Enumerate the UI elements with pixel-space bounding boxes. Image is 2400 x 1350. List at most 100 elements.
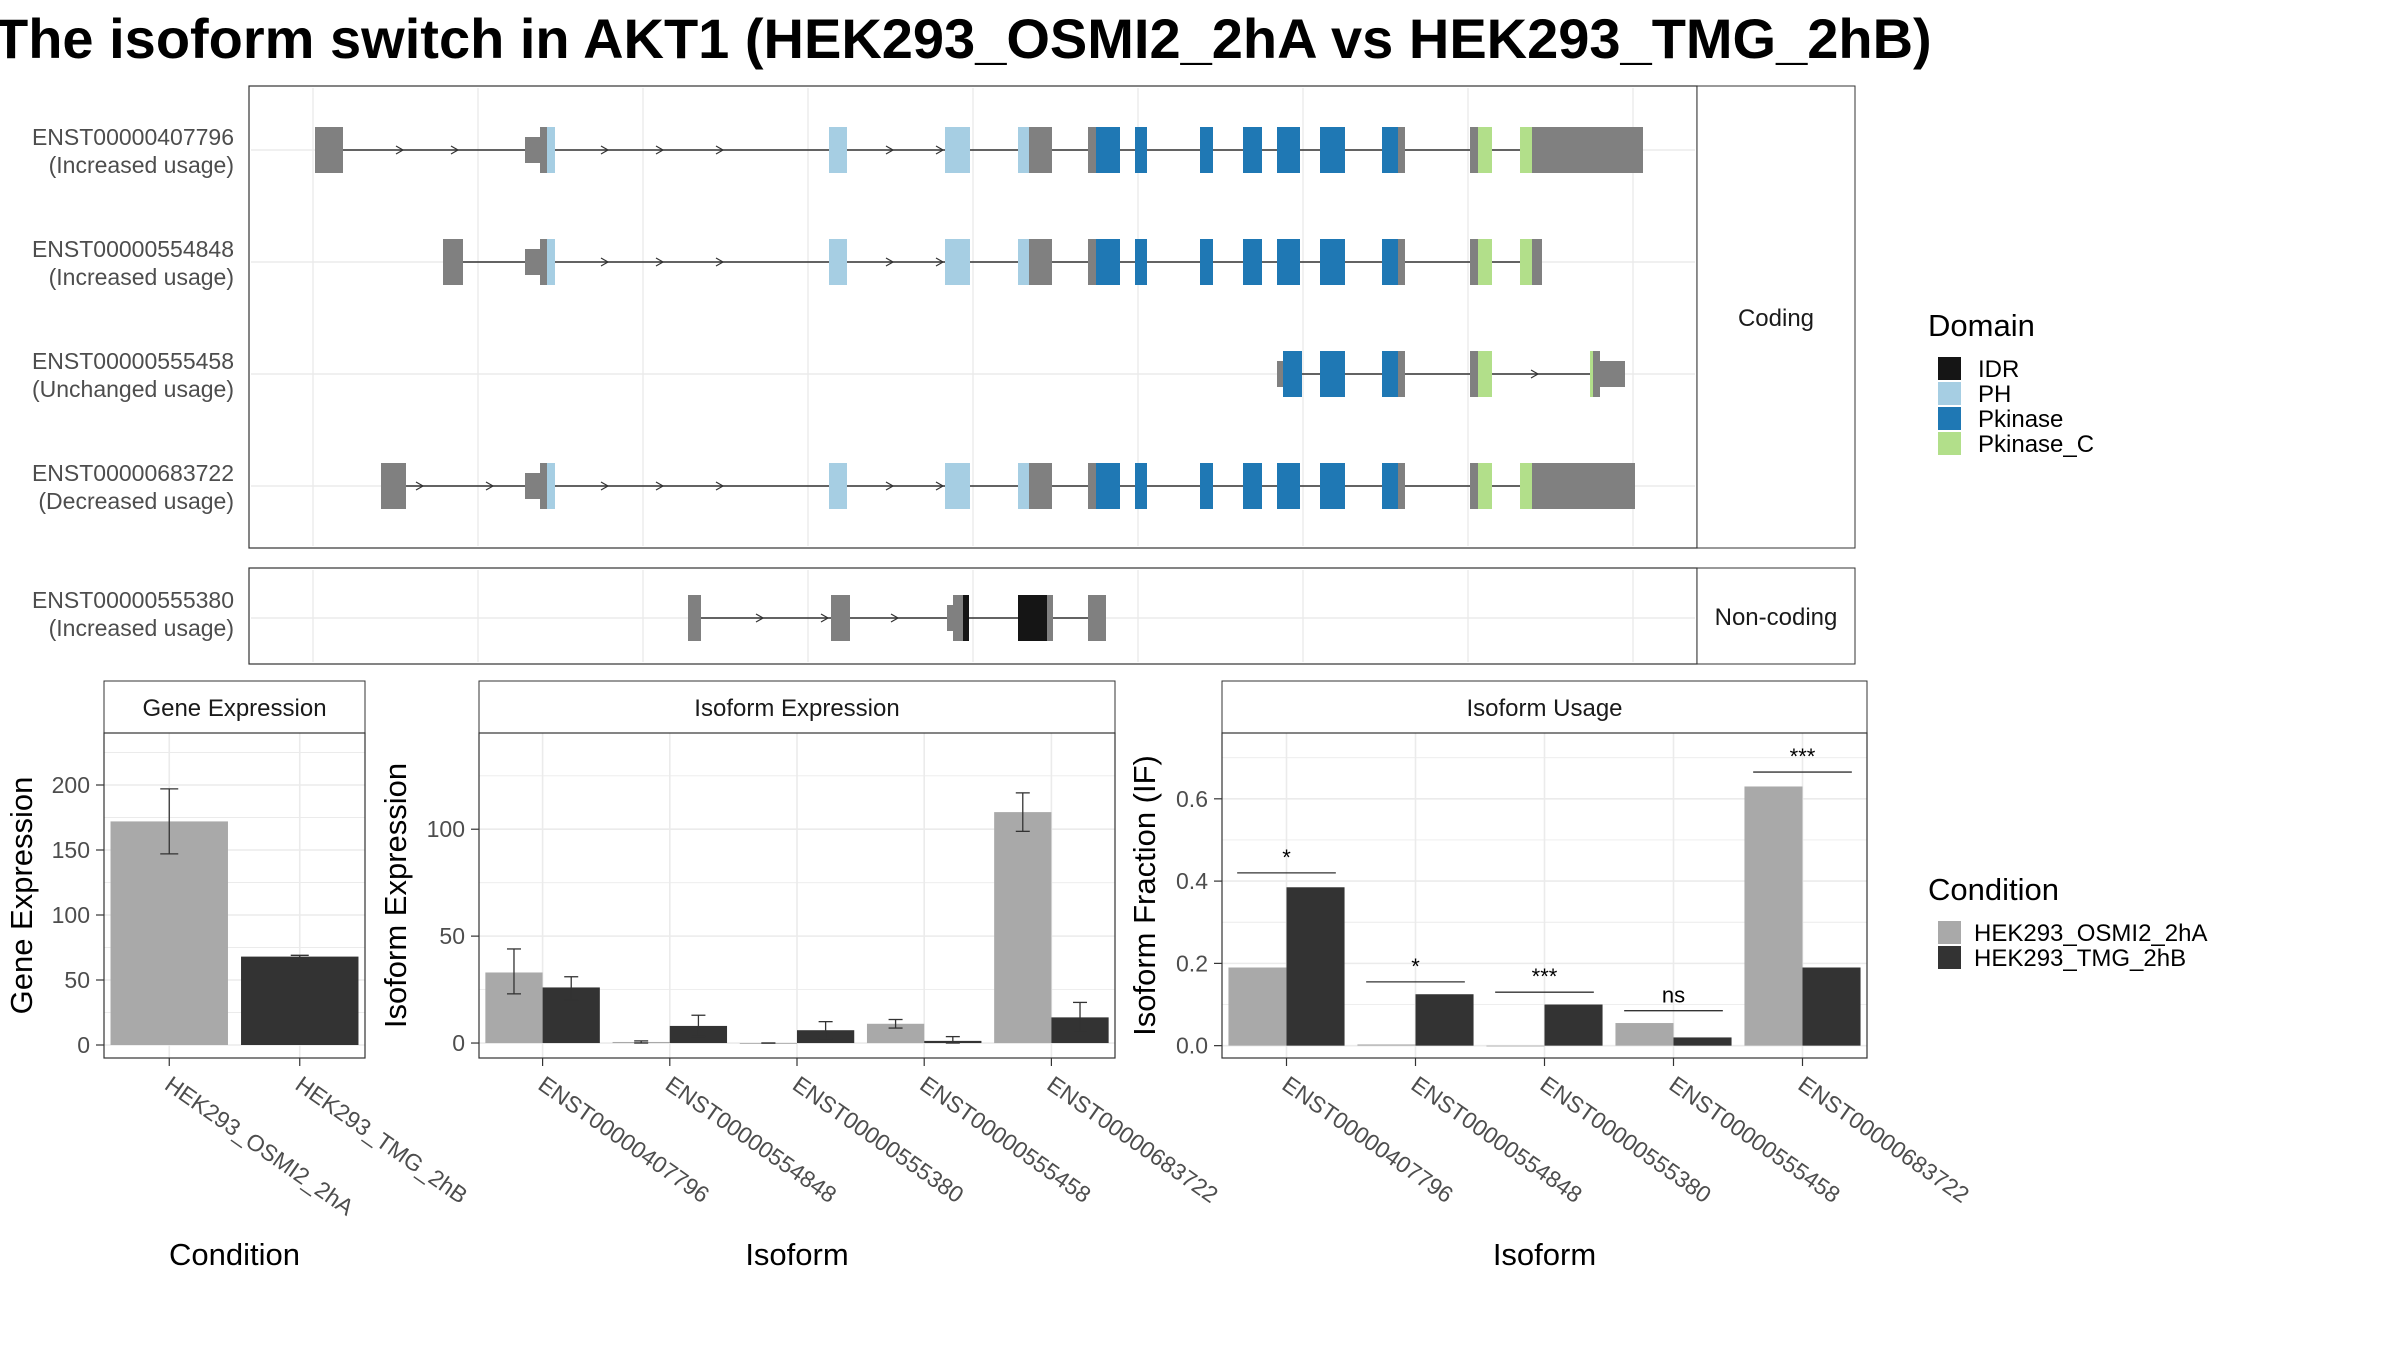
legend-swatch-tmg [1938,946,1961,969]
domain-block-ph [1018,127,1029,173]
exon-block [1532,463,1542,509]
exon-block [443,239,463,285]
exon-block [1088,595,1106,641]
intron-direction-arrow [885,145,895,155]
domain-block-pkinase [1243,127,1262,173]
legend-swatch-osmi2 [1938,921,1961,944]
y-axis-title: Isoform Fraction (IF) [1127,755,1162,1036]
isoform-label-id: ENST00000407796 [32,124,234,150]
domain-legend: Domain IDR PH Pkinase Pkinase_C [1928,308,2094,458]
isoform-label-status: (Decreased usage) [38,488,234,514]
y-tick-label: 0 [77,1032,90,1058]
exon-block [1532,127,1542,173]
intron-direction-arrow [655,145,665,155]
y-tick-label: 150 [52,837,90,863]
exon-block [1277,361,1283,387]
exon-block [953,595,963,641]
exon-block [1532,239,1542,285]
exon-block [540,463,547,509]
intron-direction-arrow [485,481,495,491]
intron-direction-arrow [885,481,895,491]
domain-block-pkinase [1135,463,1147,509]
domain-block-pkinase-c [1478,351,1492,397]
domain-block-pkinase-c [1478,463,1492,509]
y-axis-title: Isoform Expression [378,763,413,1028]
isoform-label-status: (Increased usage) [49,152,234,178]
exon-block [1398,351,1405,397]
exon-block [1470,127,1478,173]
chart-title: Isoform Usage [1466,695,1622,722]
y-tick-label: 0 [452,1030,465,1056]
intron-direction-arrow [715,257,725,267]
domain-block-ph [945,127,970,173]
intron-direction-arrow [885,257,895,267]
exon-block [1088,127,1096,173]
bar [1357,1044,1416,1046]
domain-block-ph [547,127,555,173]
y-tick-label: 0.2 [1176,950,1208,976]
condition-legend-title: Condition [1928,872,2059,907]
legend-label-osmi2: HEK293_OSMI2_2hA [1974,920,2207,947]
domain-block-pkinase [1320,127,1345,173]
exon-block [831,595,850,641]
legend-swatch-idr [1938,357,1961,380]
domain-block-pkinase [1382,127,1398,173]
domain-block-pkinase [1277,463,1300,509]
legend-label-pkinase: Pkinase [1978,406,2063,433]
domain-block-pkinase [1096,239,1120,285]
y-tick-label: 0.4 [1176,868,1208,894]
intron-direction-arrow [755,613,765,623]
domain-block-pkinase-c [1520,239,1532,285]
domain-block-pkinase [1135,127,1147,173]
bar [1673,1037,1732,1046]
significance-label: * [1411,954,1420,979]
facet-strip [103,680,366,734]
transcript-track [443,239,1542,285]
y-tick-label: 100 [52,902,90,928]
domain-block-ph [547,463,555,509]
intron-direction-arrow [395,145,405,155]
y-tick-label: 50 [439,923,465,949]
facet-strip [478,680,1116,734]
significance-label: * [1282,845,1291,870]
bar [1415,994,1474,1046]
transcript-track [381,463,1635,509]
legend-swatch-pkinase [1938,407,1961,430]
figure-title: The isoform switch in AKT1 (HEK293_OSMI2… [0,7,1932,70]
domain-block-ph [945,463,970,509]
domain-block-pkinase-c [1520,127,1532,173]
bar [1286,887,1345,1046]
domain-block-idr [963,595,969,641]
bar [1486,1045,1545,1047]
isoform-expression-chart: Isoform Expression050100ENST00000407796E… [378,680,1223,1272]
domain-block-pkinase-c [1520,463,1532,509]
bar [994,812,1052,1044]
y-axis-title: Gene Expression [4,777,39,1015]
domain-block-ph [547,239,555,285]
x-axis-title: Isoform [745,1237,848,1272]
exon-block [1470,463,1478,509]
significance-label: *** [1532,964,1558,989]
significance-label: *** [1790,744,1816,769]
isoform-label-id: ENST00000555458 [32,348,234,374]
exon-block [1470,351,1478,397]
bar [866,1023,925,1044]
bar [1544,1004,1603,1046]
transcript-track [688,595,1106,641]
bar [1615,1023,1674,1046]
domain-block-pkinase [1382,351,1398,397]
intron-direction-arrow [415,481,425,491]
exon-block [1088,463,1096,509]
domain-block-pkinase [1200,127,1213,173]
legend-label-idr: IDR [1978,356,2019,383]
isoform-usage-chart: Isoform Usage** ***ns***0.00.20.40.6ENST0… [1127,680,1974,1272]
chart-title: Isoform Expression [694,695,899,722]
isoform-label-status: (Increased usage) [49,264,234,290]
domain-legend-title: Domain [1928,308,2035,343]
bar [1802,967,1861,1046]
significance-label: ns [1662,983,1685,1008]
domain-block-pkinase-c [1590,351,1593,397]
legend-label-pkinase-c: Pkinase_C [1978,431,2094,458]
y-tick-label: 0.0 [1176,1033,1208,1059]
transcript-track [1277,351,1625,397]
